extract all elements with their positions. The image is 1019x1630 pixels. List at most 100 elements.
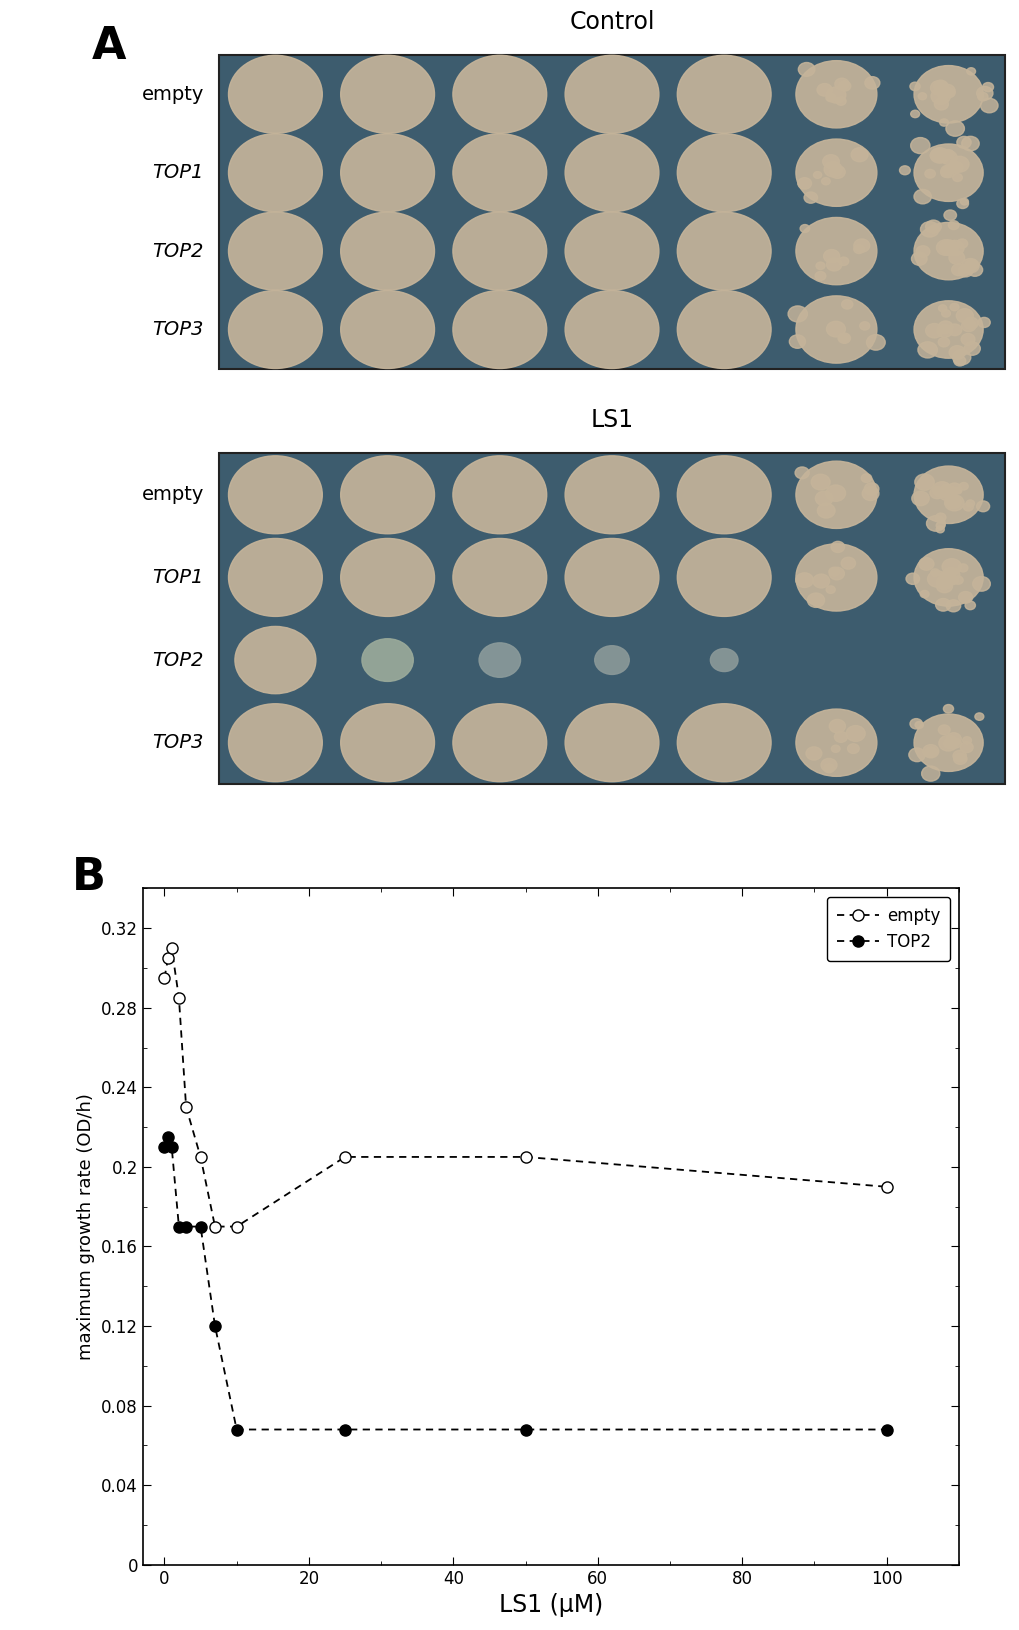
Circle shape [913, 222, 982, 280]
Circle shape [838, 333, 850, 344]
Circle shape [362, 639, 413, 681]
TOP2 [209, 1317, 221, 1337]
Circle shape [820, 758, 837, 771]
Circle shape [234, 626, 316, 694]
Circle shape [956, 137, 970, 148]
Text: TOP1: TOP1 [153, 163, 204, 183]
Circle shape [828, 567, 844, 580]
Circle shape [853, 240, 869, 253]
Circle shape [949, 161, 962, 173]
Text: B: B [71, 856, 105, 898]
Circle shape [795, 572, 812, 587]
Circle shape [340, 704, 434, 782]
Circle shape [834, 732, 847, 742]
Circle shape [966, 68, 974, 75]
Circle shape [830, 541, 844, 553]
Circle shape [803, 192, 817, 204]
Circle shape [677, 55, 770, 134]
TOP2 [158, 1138, 170, 1157]
Circle shape [960, 334, 974, 346]
Circle shape [947, 482, 960, 494]
Circle shape [935, 575, 952, 590]
Circle shape [863, 482, 878, 496]
Circle shape [565, 212, 658, 290]
Circle shape [961, 319, 975, 331]
Circle shape [919, 590, 928, 598]
Circle shape [828, 166, 845, 178]
Line: TOP2: TOP2 [159, 1131, 892, 1434]
Text: LS1: LS1 [590, 408, 633, 432]
Circle shape [565, 704, 658, 782]
Circle shape [925, 515, 945, 531]
Circle shape [919, 222, 938, 236]
Circle shape [948, 220, 958, 230]
Circle shape [228, 538, 322, 616]
Circle shape [913, 65, 982, 122]
Circle shape [914, 474, 933, 491]
Circle shape [452, 55, 546, 134]
Circle shape [814, 272, 825, 280]
empty [165, 939, 177, 958]
Circle shape [937, 305, 946, 311]
empty [230, 1216, 243, 1236]
Circle shape [479, 642, 520, 678]
Circle shape [929, 80, 948, 95]
Circle shape [816, 504, 835, 518]
Text: TOP2: TOP2 [153, 650, 204, 670]
Circle shape [947, 324, 961, 336]
Circle shape [816, 83, 832, 96]
Circle shape [943, 210, 956, 220]
Circle shape [926, 570, 947, 587]
Text: TOP1: TOP1 [153, 567, 204, 587]
Circle shape [952, 173, 961, 181]
Circle shape [940, 168, 951, 178]
Circle shape [959, 742, 972, 753]
Circle shape [917, 342, 936, 359]
Circle shape [828, 719, 845, 734]
Circle shape [945, 496, 960, 509]
Circle shape [228, 290, 322, 368]
Circle shape [452, 212, 546, 290]
empty [179, 1097, 192, 1117]
Circle shape [452, 538, 546, 616]
Circle shape [452, 456, 546, 533]
Circle shape [960, 199, 967, 205]
Circle shape [795, 461, 876, 528]
Circle shape [909, 719, 921, 729]
Circle shape [913, 189, 930, 204]
Circle shape [788, 306, 807, 323]
TOP2 [879, 1420, 892, 1439]
TOP2 [179, 1216, 192, 1236]
Circle shape [825, 258, 841, 271]
Circle shape [937, 95, 946, 101]
Circle shape [949, 738, 960, 748]
Circle shape [935, 579, 952, 593]
Circle shape [822, 155, 839, 168]
Circle shape [677, 704, 770, 782]
Circle shape [913, 466, 982, 523]
Circle shape [932, 80, 947, 93]
Circle shape [820, 178, 829, 184]
TOP2 [195, 1216, 207, 1236]
Circle shape [937, 337, 949, 347]
Circle shape [795, 297, 876, 363]
Circle shape [797, 178, 811, 189]
Circle shape [946, 600, 960, 611]
Circle shape [944, 496, 963, 510]
Circle shape [798, 62, 814, 77]
Circle shape [830, 745, 840, 753]
Circle shape [677, 212, 770, 290]
Circle shape [962, 502, 972, 512]
Circle shape [937, 321, 952, 333]
Circle shape [976, 93, 987, 101]
Circle shape [795, 60, 876, 127]
Circle shape [677, 290, 770, 368]
Circle shape [834, 78, 848, 90]
Circle shape [963, 342, 979, 355]
Circle shape [815, 262, 824, 269]
Circle shape [908, 748, 924, 761]
empty [879, 1177, 892, 1196]
Text: TOP2: TOP2 [153, 241, 204, 261]
Circle shape [936, 324, 952, 337]
Circle shape [913, 549, 982, 606]
